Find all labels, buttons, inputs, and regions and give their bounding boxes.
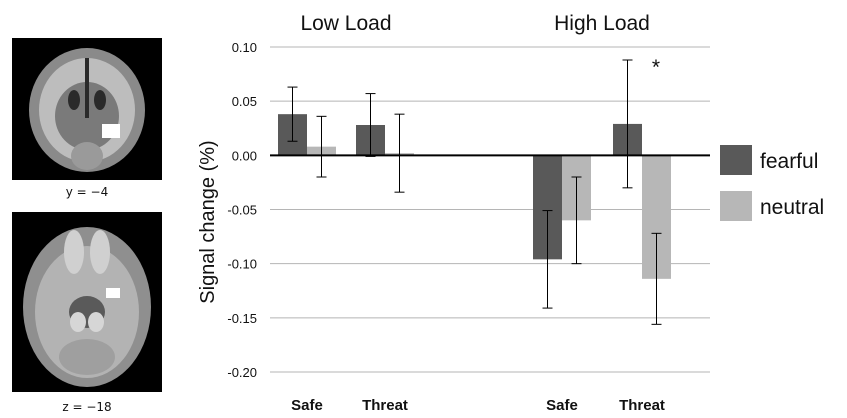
y-tick-label: -0.15 bbox=[227, 311, 257, 326]
gridlines bbox=[270, 46, 710, 373]
legend-swatch-fearful bbox=[720, 145, 752, 175]
significance-asterisk: * bbox=[652, 56, 660, 79]
legend: fearful neutral bbox=[720, 145, 824, 221]
legend-label-neutral: neutral bbox=[760, 196, 824, 219]
x-category-label: Safe bbox=[546, 397, 578, 414]
x-category-label: Threat bbox=[362, 397, 408, 414]
y-tick-label: -0.10 bbox=[227, 257, 257, 272]
y-tick-label: 0.00 bbox=[232, 148, 257, 163]
bars bbox=[278, 114, 671, 279]
coronal-brain-image bbox=[12, 38, 162, 180]
x-category-label: Threat bbox=[619, 397, 665, 414]
y-tick-labels: 0.10 0.05 0.00 -0.05 -0.10 -0.15 -0.20 bbox=[227, 40, 257, 380]
legend-swatch-neutral bbox=[720, 191, 752, 221]
x-category-label: Safe bbox=[291, 397, 323, 414]
y-axis-label: Signal change (%) bbox=[197, 140, 219, 303]
y-tick-label: -0.20 bbox=[227, 365, 257, 380]
x-category-labels: Safe Threat Safe Threat bbox=[291, 397, 665, 414]
axial-slice-label: z = −18 bbox=[62, 400, 112, 414]
group-label: Low Load bbox=[300, 12, 391, 35]
y-tick-label: 0.05 bbox=[232, 94, 257, 109]
error-bars bbox=[287, 59, 662, 325]
group-label: High Load bbox=[554, 12, 650, 35]
y-tick-label: 0.10 bbox=[232, 40, 257, 55]
legend-label-fearful: fearful bbox=[760, 150, 818, 173]
y-tick-label: -0.05 bbox=[227, 203, 257, 218]
coronal-slice-label: y = −4 bbox=[65, 185, 109, 199]
axial-brain-image bbox=[12, 212, 162, 392]
annotations: * bbox=[652, 56, 660, 79]
group-labels: Low Load High Load bbox=[300, 12, 649, 35]
